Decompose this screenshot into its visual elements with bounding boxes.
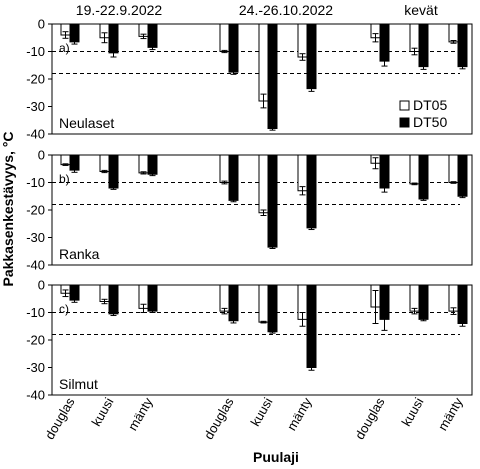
- bar-dt05: [409, 23, 420, 52]
- bar-dt50: [147, 154, 158, 175]
- bar-dt50: [306, 284, 317, 368]
- bar-dt50: [457, 284, 468, 324]
- bar-dt05: [60, 154, 71, 166]
- bar-dt50: [306, 23, 317, 90]
- bar-dt05: [409, 154, 420, 185]
- bar-dt50: [228, 284, 239, 322]
- legend-swatch-dt05: [399, 100, 410, 111]
- legend-label-dt50: DT50: [413, 114, 447, 130]
- bar-dt05: [448, 284, 459, 312]
- bar-dt50: [457, 23, 468, 68]
- bar-dt50: [267, 23, 278, 129]
- bar-dt50: [147, 23, 158, 48]
- y-tick-label: 0: [38, 148, 45, 163]
- bar-dt50: [147, 284, 158, 312]
- y-tick-label: -20: [26, 333, 45, 348]
- y-tick-label: -30: [26, 230, 45, 245]
- y-tick-label: -20: [26, 203, 45, 218]
- x-category-label: kuusi: [88, 395, 116, 429]
- legend-swatch-dt50: [399, 117, 410, 128]
- bar-dt50: [108, 154, 119, 189]
- y-tick-label: 0: [38, 17, 45, 32]
- bar-dt50: [418, 23, 429, 68]
- y-tick-label: -40: [26, 127, 45, 142]
- panel-name: Silmut: [59, 376, 98, 392]
- bar-dt05: [448, 23, 459, 43]
- x-axis-title: Puulaji: [253, 449, 299, 465]
- bar-dt50: [108, 284, 119, 315]
- x-category-labels: douglas kuusi mänty douglas kuusi mänty dougla…: [42, 395, 466, 442]
- panel-ranka: 0 -10 -20 -30 -40 b) Ranka: [26, 148, 473, 273]
- bar-dt50: [267, 154, 278, 248]
- bar-dt50: [306, 154, 317, 229]
- x-category-label: mänty: [284, 395, 315, 434]
- panel-neulaset: 0 -10 -20 -30 -40 a) Neulaset: [26, 17, 473, 142]
- period-label-2: 24.-26.10.2022: [239, 2, 333, 18]
- bar-dt50: [418, 284, 429, 320]
- bar-dt50: [457, 154, 468, 197]
- legend-label-dt05: DT05: [413, 97, 447, 113]
- x-category-label: kuusi: [247, 395, 275, 429]
- y-tick-label: -40: [26, 258, 45, 273]
- y-tick-label: -10: [26, 175, 45, 190]
- period-label-3: kevät: [404, 2, 438, 18]
- bar-dt05: [258, 154, 269, 214]
- bar-dt50: [228, 154, 239, 201]
- panel-silmut: 0 -10 -20 -30 -40 c) Silmut: [26, 278, 473, 403]
- panel-sub-label: b): [59, 172, 70, 186]
- bar-dt05: [99, 154, 110, 172]
- y-tick-label: 0: [38, 278, 45, 293]
- legend: DT05 DT50: [399, 97, 447, 130]
- y-tick-label: -30: [26, 360, 45, 375]
- bar-dt05: [138, 154, 149, 174]
- period-label-1: 19.-22.9.2022: [76, 2, 163, 18]
- y-tick-label: -10: [26, 305, 45, 320]
- panel-name: Ranka: [59, 246, 100, 262]
- x-category-label: kuusi: [398, 395, 426, 429]
- y-axis-title: Pakkasenkestävyys, °C: [0, 131, 16, 286]
- y-tick-label: -10: [26, 44, 45, 59]
- bar-dt05: [219, 23, 230, 52]
- period-labels: 19.-22.9.2022 24.-26.10.2022 kevät: [76, 2, 438, 18]
- bar-dt05: [219, 154, 230, 183]
- bar-dt05: [297, 154, 308, 192]
- panel-sub-label: c): [59, 302, 69, 316]
- panel-sub-label: a): [59, 41, 70, 55]
- bar-dt05: [409, 284, 420, 312]
- bar-dt05: [219, 284, 230, 312]
- x-category-label: douglas: [201, 395, 237, 442]
- bar-dt50: [418, 154, 429, 200]
- x-category-label: mänty: [435, 395, 466, 434]
- bar-dt05: [258, 23, 269, 102]
- bar-dt05: [258, 284, 269, 323]
- bar-dt50: [267, 284, 278, 333]
- bar-dt50: [379, 23, 390, 62]
- panels: 0 -10 -20 -30 -40 a) Neulaset 0 -10 -20 -30 -40 b) Ra…: [26, 17, 473, 403]
- bar-dt05: [448, 154, 459, 183]
- bar-dt50: [379, 154, 390, 189]
- panel-name: Neulaset: [59, 115, 114, 131]
- x-category-label: mänty: [125, 395, 156, 434]
- y-tick-label: -40: [26, 388, 45, 403]
- y-tick-label: -30: [26, 99, 45, 114]
- y-tick-label: -20: [26, 72, 45, 87]
- x-category-label: douglas: [42, 395, 78, 442]
- bar-dt50: [228, 23, 239, 73]
- bar-dt05: [297, 23, 308, 58]
- x-category-label: douglas: [352, 395, 388, 442]
